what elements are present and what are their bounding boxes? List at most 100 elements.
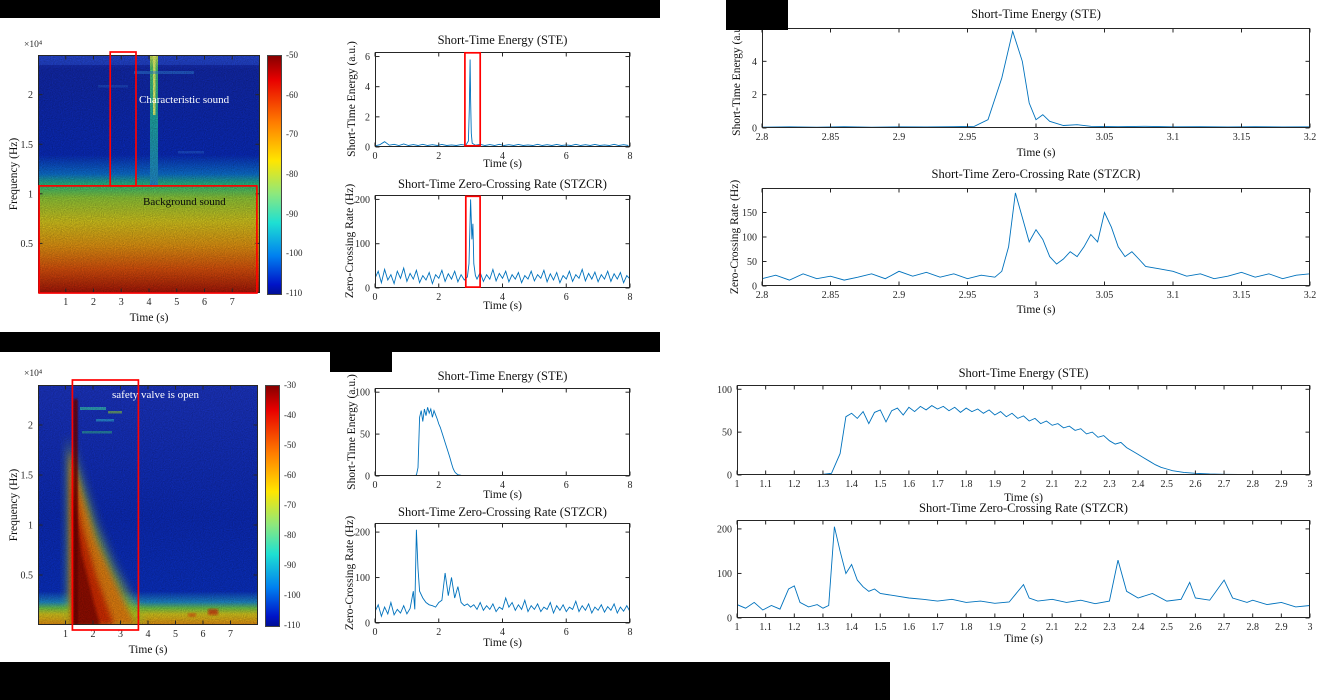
y-tick-label: 0 [365,143,370,154]
x-tick-label: 5 [173,629,178,640]
stzcr-b-zoom-chart: 1 1.1 1.2 1.3 1.4 1.5 1.6 1.7 1.8 1.9 2 2.1 2.2 2.3 2.… [717,520,1313,633]
y-tick-label: 1.5 [21,140,34,151]
ste-b-zoom-xlabel: Time (s) [1004,492,1043,504]
colorbar-a-tick-labels: -50 -60 -70 -80 -90 -100 -110 [284,50,316,298]
x-tick-label: 2 [1021,479,1026,490]
highlight-red-box [464,195,481,288]
y-tick-label: 150 [742,208,757,219]
colorbar-tick-label: -90 [284,560,296,570]
stzcr-b-chart: 0 2 4 6 8 0 100 200 [355,523,633,638]
colorbar-tick-label: -40 [284,410,296,420]
signal-trace [737,405,1310,475]
x-tick-label: 1.1 [759,479,772,490]
redacted-caption-top [0,0,660,18]
x-tick-label: 2.85 [822,132,840,143]
x-tick-label: 2.6 [1189,479,1202,490]
signal-trace [375,529,630,618]
y-tick-label: 100 [717,569,732,580]
y-tick-label: 0 [727,614,732,625]
spectrogram-a-axes: 1 2 3 4 5 6 7 0.5 1 1.5 2 [21,51,260,308]
signal-trace [762,192,1310,281]
x-tick-label: 2.4 [1132,479,1145,490]
ste-a-xlabel: Time (s) [483,158,522,170]
x-tick-label: 1.9 [989,622,1002,633]
colorbar-tick-label: -110 [284,620,301,630]
spectrogram-a-image [38,55,260,293]
x-tick-label: 2.5 [1161,622,1174,633]
ste-a-zoom-chart: 2.8 2.85 2.9 2.95 3 3.05 3.1 3.15 3.2 0 2 4 [752,28,1316,143]
x-tick-label: 2.85 [822,290,840,301]
colorbar-tick-label: -60 [284,470,296,480]
ste-a-zoom-xlabel: Time (s) [1016,147,1056,159]
y-tick-label: 50 [722,428,732,439]
y-tick-label: 0 [365,472,370,483]
x-tick-label: 6 [564,627,569,638]
x-tick-label: 2.3 [1103,479,1116,490]
ste-b-chart: 0 2 4 6 8 0 50 100 [355,388,633,491]
colorbar-b-tick-labels: -30 -40 -50 -60 -70 -80 -90 -100 -110 [282,380,314,630]
x-tick-label: 2.8 [756,290,769,301]
stzcr-a-zoom-chart: 2.8 2.85 2.9 2.95 3 3.05 3.1 3.15 3.2 0 50 100 150 [742,188,1316,301]
stzcr-a-zoom-title: Short-Time Zero-Crossing Rate (STZCR) [931,167,1141,181]
y-tick-label: 2 [752,90,757,101]
x-tick-label: 8 [628,480,633,491]
signal-trace [375,59,629,147]
x-tick-label: 1 [735,622,740,633]
x-tick-label: 1 [63,629,68,640]
redacted-label-middle [330,352,392,372]
stzcr-b-xlabel: Time (s) [483,637,522,649]
plot-background [375,52,630,147]
stzcr-a-zoom-xlabel: Time (s) [1016,304,1056,316]
x-tick-label: 1 [735,479,740,490]
colorbar-tick-label: -110 [286,288,303,298]
x-tick-label: 2.9 [893,290,906,301]
x-tick-label: 1.3 [817,479,830,490]
y-tick-label: 0.5 [21,571,34,582]
y-tick-label: 100 [717,385,732,396]
y-tick-label: 0 [365,619,370,630]
x-tick-label: 2 [91,297,96,308]
x-tick-label: 3.1 [1167,290,1180,301]
y-tick-label: 4 [752,57,757,68]
x-tick-label: 2.95 [959,132,977,143]
x-tick-label: 4 [500,480,505,491]
y-tick-label: 200 [355,528,370,539]
colorbar-a [267,55,282,295]
x-tick-label: 2.6 [1189,622,1202,633]
y-tick-label: 0 [752,124,757,135]
x-tick-label: 7 [230,297,235,308]
colorbar-tick-label: -70 [286,129,298,140]
x-tick-label: 2.1 [1046,622,1059,633]
x-tick-label: 1.5 [874,479,887,490]
plot-background [762,28,1310,128]
stzcr-a-chart: 0 2 4 6 8 0 100 200 [355,195,633,303]
ste-b-zoom-chart: 1 1.1 1.2 1.3 1.4 1.5 1.6 1.7 1.8 1.9 2 2.1 2.2 2.3 2.… [717,385,1313,490]
colorbar-b [265,385,280,627]
x-tick-label: 3.15 [1233,132,1251,143]
signal-trace [737,526,1310,611]
y-tick-label: 50 [747,257,757,268]
y-tick-label: 50 [360,430,370,441]
ste-b-ylabel: Short-Time Energy (a.u.) [346,374,358,490]
colorbar-tick-label: -100 [284,590,301,600]
x-tick-label: 6 [564,151,569,162]
spectrogram-b-xlabel: Time (s) [128,644,168,656]
x-tick-label: 1.7 [931,622,944,633]
x-tick-label: 3 [119,297,124,308]
spectrogram-a-xlabel: Time (s) [129,312,169,324]
x-tick-label: 1.6 [903,622,916,633]
spectrogram-a-ylabel: Frequency (Hz) [8,137,20,211]
x-tick-label: 3 [1308,479,1313,490]
x-tick-label: 2.2 [1075,479,1088,490]
y-tick-label: 6 [365,52,370,63]
plot-background [375,195,630,288]
x-tick-label: 2 [436,480,441,491]
x-tick-label: 3.2 [1304,290,1317,301]
spectrogram-a-y-scale-label: ×10⁴ [24,40,43,50]
x-tick-label: 3 [1034,290,1039,301]
colorbar-tick-label: -50 [286,50,298,60]
colorbar-tick-label: -90 [286,208,298,219]
x-tick-label: 3 [1308,622,1313,633]
x-tick-label: 6 [564,480,569,491]
